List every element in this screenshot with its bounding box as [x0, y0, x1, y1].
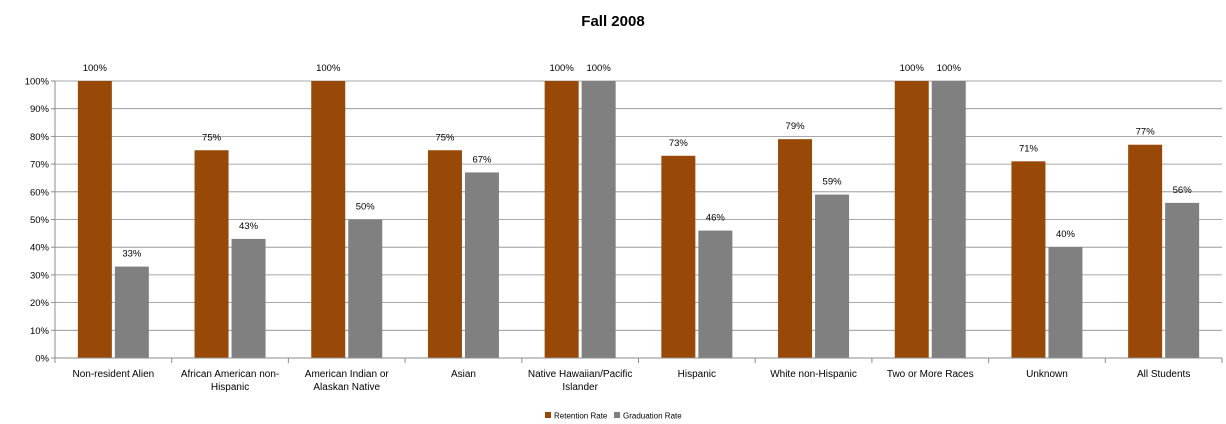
data-label: 100% — [83, 63, 108, 74]
x-tick-label-line: Islander — [562, 382, 598, 393]
x-tick-label-line: Hispanic — [211, 382, 249, 393]
y-tick-label: 0% — [35, 354, 49, 365]
bar — [581, 81, 616, 358]
data-label: 100% — [937, 63, 962, 74]
x-tick-label: American Indian or Alaskan Native — [305, 369, 390, 393]
x-tick-label-line: Native Hawaiian/Pacific — [528, 369, 633, 380]
legend-label: Retention Rate — [554, 412, 608, 421]
chart-title: Fall 2008 — [581, 13, 644, 30]
data-label: 40% — [1056, 229, 1076, 240]
y-tick-label: 10% — [30, 326, 50, 337]
bar — [427, 150, 462, 358]
y-tick-label: 70% — [30, 160, 50, 171]
data-label: 33% — [122, 249, 142, 260]
data-label: 75% — [202, 132, 222, 143]
x-tick-label-line: Non-resident Alien — [72, 369, 154, 380]
legend-swatch — [614, 412, 620, 418]
bar — [815, 194, 850, 358]
y-tick-label: 80% — [30, 132, 50, 143]
data-label: 59% — [823, 177, 843, 188]
data-label: 100% — [316, 63, 341, 74]
bar — [894, 81, 929, 358]
bar — [778, 139, 813, 358]
bar — [1128, 144, 1163, 358]
x-tick-label-line: Asian — [451, 369, 476, 380]
x-tick-label: All Students — [1137, 369, 1190, 380]
data-label: 77% — [1136, 127, 1156, 138]
x-tick-label-line: All Students — [1137, 369, 1190, 380]
legend-swatch — [545, 412, 551, 418]
data-label: 50% — [356, 202, 376, 213]
data-label: 46% — [706, 213, 726, 224]
y-tick-label: 30% — [30, 270, 50, 281]
bar — [1048, 247, 1083, 358]
data-label: 100% — [586, 63, 611, 74]
data-label: 79% — [786, 121, 806, 132]
bar — [931, 81, 966, 358]
bar — [544, 81, 579, 358]
bar — [231, 238, 266, 358]
bar — [698, 230, 733, 358]
bar — [1011, 161, 1046, 358]
data-labels: 100% 33% 75% 43% 100% 50% 75% 67% 100% 100% 73% 46%… — [83, 63, 1193, 260]
bar — [77, 81, 112, 358]
x-tick-label: Hispanic — [678, 369, 716, 380]
x-tick-label: Two or More Races — [887, 369, 974, 380]
x-tick-label-line: American Indian or — [305, 369, 390, 380]
x-tick-label-line: Two or More Races — [887, 369, 974, 380]
x-tick-label-line: Hispanic — [678, 369, 716, 380]
data-label: 100% — [549, 63, 574, 74]
bar — [114, 266, 149, 358]
x-tick-label: White non-Hispanic — [770, 369, 857, 380]
gridlines — [55, 80, 1222, 331]
data-label: 71% — [1019, 143, 1039, 154]
x-axis: Non-resident Alien African American non- H… — [54, 357, 1223, 393]
bar — [311, 81, 346, 358]
data-label: 100% — [900, 63, 925, 74]
x-tick-label: Asian — [451, 369, 476, 380]
x-tick-label-line: African American non- — [181, 369, 279, 380]
y-tick-label: 20% — [30, 298, 50, 309]
bar — [661, 155, 696, 358]
x-tick-label-line: White non-Hispanic — [770, 369, 857, 380]
x-tick-label-line: Unknown — [1026, 369, 1068, 380]
data-label: 67% — [472, 154, 492, 165]
bar — [1165, 202, 1200, 358]
data-label: 43% — [239, 221, 259, 232]
data-label: 56% — [1173, 185, 1193, 196]
legend-label: Graduation Rate — [623, 412, 682, 421]
y-tick-label: 50% — [30, 215, 50, 226]
bar — [464, 172, 499, 358]
x-tick-label: Native Hawaiian/Pacific Islander — [528, 369, 633, 393]
x-tick-label-line: Alaskan Native — [313, 382, 380, 393]
y-axis: 0% 10% 20% 30% 40% 50% 60% 70% 80% 90% 100% — [25, 77, 56, 365]
y-tick-label: 60% — [30, 187, 50, 198]
bars — [77, 81, 1200, 358]
y-tick-label: 100% — [25, 77, 50, 88]
bar — [348, 219, 383, 358]
x-tick-label: African American non- Hispanic — [181, 369, 279, 393]
legend: Retention Rate Graduation Rate — [545, 412, 682, 421]
data-label: 75% — [435, 132, 455, 143]
data-label: 73% — [669, 138, 689, 149]
bar — [194, 150, 229, 358]
x-tick-label: Non-resident Alien — [72, 369, 154, 380]
y-tick-label: 90% — [30, 104, 50, 115]
y-tick-label: 40% — [30, 243, 50, 254]
x-tick-label: Unknown — [1026, 369, 1068, 380]
